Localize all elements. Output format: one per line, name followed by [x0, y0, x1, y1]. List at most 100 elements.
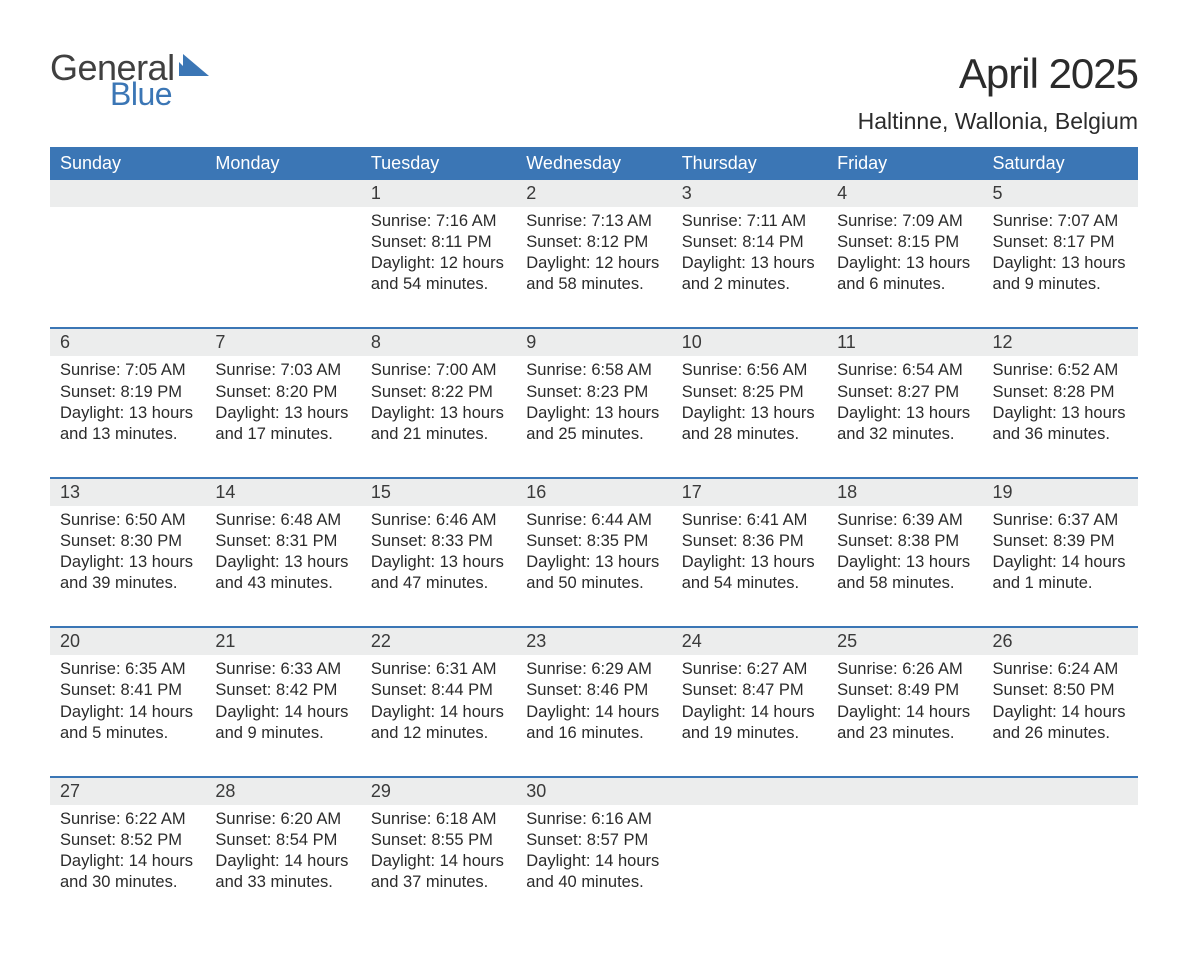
- day-content-row: Sunrise: 7:16 AMSunset: 8:11 PMDaylight:…: [50, 207, 1138, 328]
- day-content-cell: Sunrise: 7:13 AMSunset: 8:12 PMDaylight:…: [516, 207, 671, 328]
- daylight-text-line2: and 21 minutes.: [371, 424, 506, 445]
- daylight-text-line2: and 32 minutes.: [837, 424, 972, 445]
- daylight-text-line1: Daylight: 13 hours: [682, 403, 817, 424]
- day-number-cell: 2: [516, 180, 671, 207]
- sunrise-text: Sunrise: 6:46 AM: [371, 510, 506, 531]
- sunset-text: Sunset: 8:41 PM: [60, 680, 195, 701]
- weekday-header: Saturday: [983, 147, 1138, 180]
- daylight-text-line1: Daylight: 14 hours: [371, 851, 506, 872]
- sunrise-text: Sunrise: 6:31 AM: [371, 659, 506, 680]
- day-number-cell: 26: [983, 627, 1138, 655]
- daylight-text-line1: Daylight: 13 hours: [837, 403, 972, 424]
- sunrise-text: Sunrise: 6:48 AM: [215, 510, 350, 531]
- daylight-text-line1: Daylight: 14 hours: [837, 702, 972, 723]
- sunrise-text: Sunrise: 6:44 AM: [526, 510, 661, 531]
- sunrise-text: Sunrise: 7:13 AM: [526, 211, 661, 232]
- daylight-text-line1: Daylight: 14 hours: [682, 702, 817, 723]
- sunrise-text: Sunrise: 6:54 AM: [837, 360, 972, 381]
- sunrise-text: Sunrise: 7:03 AM: [215, 360, 350, 381]
- weekday-header: Thursday: [672, 147, 827, 180]
- day-number-cell: 5: [983, 180, 1138, 207]
- day-content-cell: Sunrise: 6:50 AMSunset: 8:30 PMDaylight:…: [50, 506, 205, 627]
- logo: General Blue: [50, 50, 209, 110]
- day-content-cell: Sunrise: 7:16 AMSunset: 8:11 PMDaylight:…: [361, 207, 516, 328]
- day-content-cell: Sunrise: 6:24 AMSunset: 8:50 PMDaylight:…: [983, 655, 1138, 776]
- daylight-text-line2: and 12 minutes.: [371, 723, 506, 744]
- day-content-row: Sunrise: 7:05 AMSunset: 8:19 PMDaylight:…: [50, 356, 1138, 477]
- daylight-text-line1: Daylight: 13 hours: [526, 403, 661, 424]
- calendar-page: General Blue April 2025 Haltinne, Wallon…: [0, 0, 1188, 961]
- day-content-cell: Sunrise: 6:56 AMSunset: 8:25 PMDaylight:…: [672, 356, 827, 477]
- daylight-text-line1: Daylight: 13 hours: [837, 552, 972, 573]
- header: General Blue April 2025 Haltinne, Wallon…: [50, 50, 1138, 135]
- day-number-cell: 16: [516, 478, 671, 506]
- day-content-cell: Sunrise: 6:58 AMSunset: 8:23 PMDaylight:…: [516, 356, 671, 477]
- day-content-cell: Sunrise: 6:44 AMSunset: 8:35 PMDaylight:…: [516, 506, 671, 627]
- day-number-cell: 13: [50, 478, 205, 506]
- daylight-text-line1: Daylight: 13 hours: [371, 403, 506, 424]
- daylight-text-line1: Daylight: 13 hours: [837, 253, 972, 274]
- day-content-cell: Sunrise: 6:41 AMSunset: 8:36 PMDaylight:…: [672, 506, 827, 627]
- daylight-text-line2: and 2 minutes.: [682, 274, 817, 295]
- sunset-text: Sunset: 8:50 PM: [993, 680, 1128, 701]
- day-number-cell: 7: [205, 328, 360, 356]
- day-number-cell: 9: [516, 328, 671, 356]
- daylight-text-line1: Daylight: 13 hours: [60, 552, 195, 573]
- sunrise-text: Sunrise: 6:58 AM: [526, 360, 661, 381]
- sunset-text: Sunset: 8:42 PM: [215, 680, 350, 701]
- daylight-text-line1: Daylight: 14 hours: [526, 851, 661, 872]
- sunset-text: Sunset: 8:39 PM: [993, 531, 1128, 552]
- logo-text-blue: Blue: [110, 78, 209, 110]
- day-number-cell: 6: [50, 328, 205, 356]
- sunset-text: Sunset: 8:14 PM: [682, 232, 817, 253]
- daylight-text-line2: and 58 minutes.: [837, 573, 972, 594]
- day-number-cell: 23: [516, 627, 671, 655]
- day-number-cell: 29: [361, 777, 516, 805]
- day-number-cell: 8: [361, 328, 516, 356]
- daylight-text-line1: Daylight: 13 hours: [993, 253, 1128, 274]
- daylight-text-line2: and 37 minutes.: [371, 872, 506, 893]
- daylight-text-line2: and 58 minutes.: [526, 274, 661, 295]
- day-content-cell: Sunrise: 7:07 AMSunset: 8:17 PMDaylight:…: [983, 207, 1138, 328]
- day-number-cell: 20: [50, 627, 205, 655]
- day-content-cell: Sunrise: 6:33 AMSunset: 8:42 PMDaylight:…: [205, 655, 360, 776]
- day-number-cell: 21: [205, 627, 360, 655]
- sunrise-text: Sunrise: 7:05 AM: [60, 360, 195, 381]
- sunset-text: Sunset: 8:35 PM: [526, 531, 661, 552]
- daylight-text-line2: and 36 minutes.: [993, 424, 1128, 445]
- sunset-text: Sunset: 8:31 PM: [215, 531, 350, 552]
- title-block: April 2025 Haltinne, Wallonia, Belgium: [858, 50, 1138, 135]
- sunrise-text: Sunrise: 7:09 AM: [837, 211, 972, 232]
- day-content-cell: Sunrise: 7:11 AMSunset: 8:14 PMDaylight:…: [672, 207, 827, 328]
- daylight-text-line2: and 1 minute.: [993, 573, 1128, 594]
- sunset-text: Sunset: 8:28 PM: [993, 382, 1128, 403]
- sunset-text: Sunset: 8:22 PM: [371, 382, 506, 403]
- sunset-text: Sunset: 8:46 PM: [526, 680, 661, 701]
- daylight-text-line1: Daylight: 13 hours: [60, 403, 195, 424]
- daylight-text-line2: and 23 minutes.: [837, 723, 972, 744]
- daynum-row: 6789101112: [50, 328, 1138, 356]
- daylight-text-line1: Daylight: 13 hours: [526, 552, 661, 573]
- daylight-text-line1: Daylight: 13 hours: [371, 552, 506, 573]
- day-content-cell: Sunrise: 6:35 AMSunset: 8:41 PMDaylight:…: [50, 655, 205, 776]
- weekday-header: Friday: [827, 147, 982, 180]
- day-number-cell: 11: [827, 328, 982, 356]
- sunset-text: Sunset: 8:49 PM: [837, 680, 972, 701]
- day-number-cell: 12: [983, 328, 1138, 356]
- day-content-cell: Sunrise: 6:18 AMSunset: 8:55 PMDaylight:…: [361, 805, 516, 921]
- daylight-text-line1: Daylight: 14 hours: [60, 851, 195, 872]
- day-content-cell: Sunrise: 6:22 AMSunset: 8:52 PMDaylight:…: [50, 805, 205, 921]
- weekday-header: Tuesday: [361, 147, 516, 180]
- daylight-text-line1: Daylight: 14 hours: [526, 702, 661, 723]
- day-content-cell: Sunrise: 7:00 AMSunset: 8:22 PMDaylight:…: [361, 356, 516, 477]
- sunset-text: Sunset: 8:23 PM: [526, 382, 661, 403]
- weekday-header: Sunday: [50, 147, 205, 180]
- day-content-cell: Sunrise: 6:37 AMSunset: 8:39 PMDaylight:…: [983, 506, 1138, 627]
- daylight-text-line2: and 28 minutes.: [682, 424, 817, 445]
- day-number-cell: 15: [361, 478, 516, 506]
- daylight-text-line2: and 54 minutes.: [371, 274, 506, 295]
- location: Haltinne, Wallonia, Belgium: [858, 108, 1138, 135]
- sunset-text: Sunset: 8:52 PM: [60, 830, 195, 851]
- daylight-text-line1: Daylight: 13 hours: [682, 552, 817, 573]
- sunrise-text: Sunrise: 6:39 AM: [837, 510, 972, 531]
